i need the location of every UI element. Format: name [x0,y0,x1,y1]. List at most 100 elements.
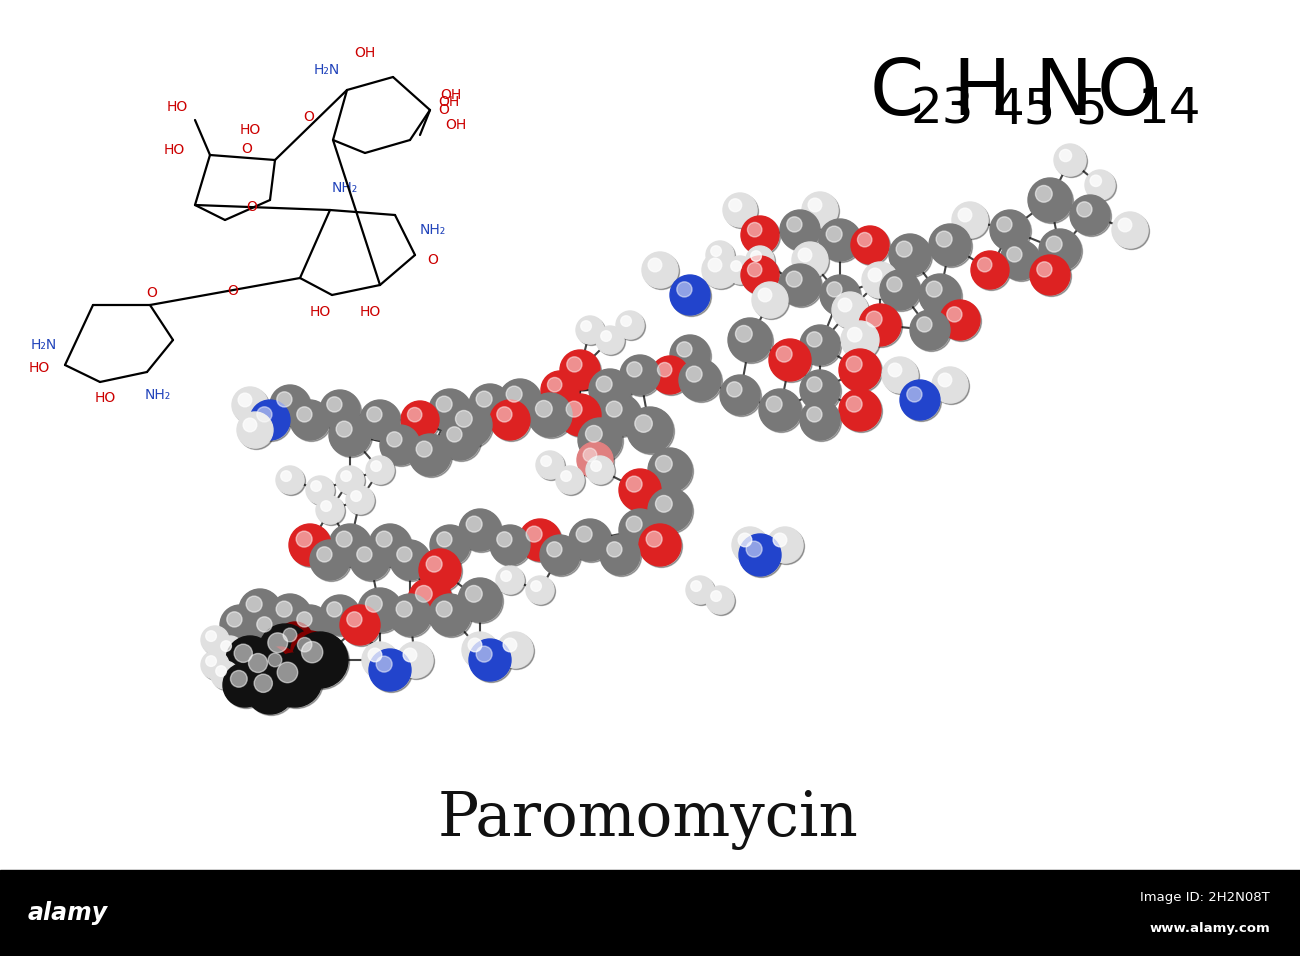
Circle shape [497,632,533,668]
Circle shape [901,381,941,422]
Circle shape [416,441,432,457]
Circle shape [770,339,811,381]
Circle shape [216,636,244,664]
Circle shape [838,349,881,391]
Circle shape [500,380,542,423]
Text: O: O [438,103,448,117]
Circle shape [1086,170,1115,200]
Circle shape [560,350,601,390]
Circle shape [526,526,542,542]
Circle shape [364,643,399,680]
Circle shape [578,418,621,462]
Circle shape [1030,255,1070,295]
Circle shape [941,301,982,341]
Circle shape [351,490,361,501]
Circle shape [732,527,768,563]
Circle shape [711,246,722,256]
Circle shape [291,606,332,646]
Text: OH: OH [438,95,459,109]
Circle shape [205,656,216,666]
Circle shape [448,403,491,447]
Circle shape [251,612,291,651]
Circle shape [370,526,412,568]
Circle shape [759,389,801,431]
Circle shape [597,376,612,392]
Circle shape [576,526,592,542]
Circle shape [1039,229,1082,271]
Circle shape [933,368,970,404]
Circle shape [560,470,572,482]
Circle shape [528,393,572,437]
Circle shape [649,258,662,272]
Circle shape [655,495,672,512]
Circle shape [978,257,992,272]
Circle shape [644,253,680,290]
Circle shape [459,579,503,623]
Circle shape [577,317,606,345]
Circle shape [896,241,913,257]
Circle shape [567,357,582,372]
Circle shape [859,304,901,346]
Circle shape [497,407,512,422]
Circle shape [758,288,772,302]
Circle shape [221,606,261,646]
Circle shape [800,400,840,440]
Circle shape [264,648,299,684]
Circle shape [920,275,962,317]
Circle shape [317,497,346,526]
Circle shape [1036,185,1052,203]
Circle shape [853,228,891,266]
Circle shape [751,282,788,318]
Circle shape [997,217,1011,232]
Circle shape [306,476,334,504]
Circle shape [930,224,971,266]
Circle shape [370,650,412,692]
Circle shape [347,612,361,627]
Circle shape [500,571,511,581]
Circle shape [368,458,395,486]
Circle shape [863,264,900,299]
Circle shape [528,577,555,605]
Circle shape [251,402,291,442]
Circle shape [931,226,972,268]
Circle shape [471,385,512,427]
Circle shape [296,532,312,547]
Text: HO: HO [239,123,260,137]
Circle shape [234,644,252,663]
Circle shape [298,638,312,652]
Circle shape [848,328,862,342]
Circle shape [747,263,762,277]
Circle shape [308,477,335,506]
Circle shape [688,577,715,605]
Circle shape [202,651,229,679]
Text: OH: OH [445,118,467,132]
Text: OH: OH [439,88,462,102]
Circle shape [936,231,952,247]
Circle shape [1076,202,1092,217]
Circle shape [216,665,226,677]
Circle shape [722,377,762,417]
Circle shape [628,408,675,454]
Circle shape [702,252,738,288]
Circle shape [641,526,682,568]
Circle shape [742,257,780,295]
Circle shape [291,402,332,442]
Circle shape [491,527,532,567]
Circle shape [420,551,463,593]
Circle shape [277,663,298,683]
Circle shape [807,407,822,422]
Circle shape [900,380,940,420]
Circle shape [491,402,532,442]
Circle shape [1037,262,1052,277]
Circle shape [658,362,672,377]
Circle shape [429,594,471,636]
Circle shape [746,246,774,274]
Circle shape [224,663,266,707]
Circle shape [576,316,604,344]
Circle shape [226,612,242,627]
Circle shape [447,426,462,442]
Circle shape [971,251,1009,289]
Text: H₂N: H₂N [31,338,57,352]
Circle shape [771,340,812,382]
Circle shape [269,655,324,708]
